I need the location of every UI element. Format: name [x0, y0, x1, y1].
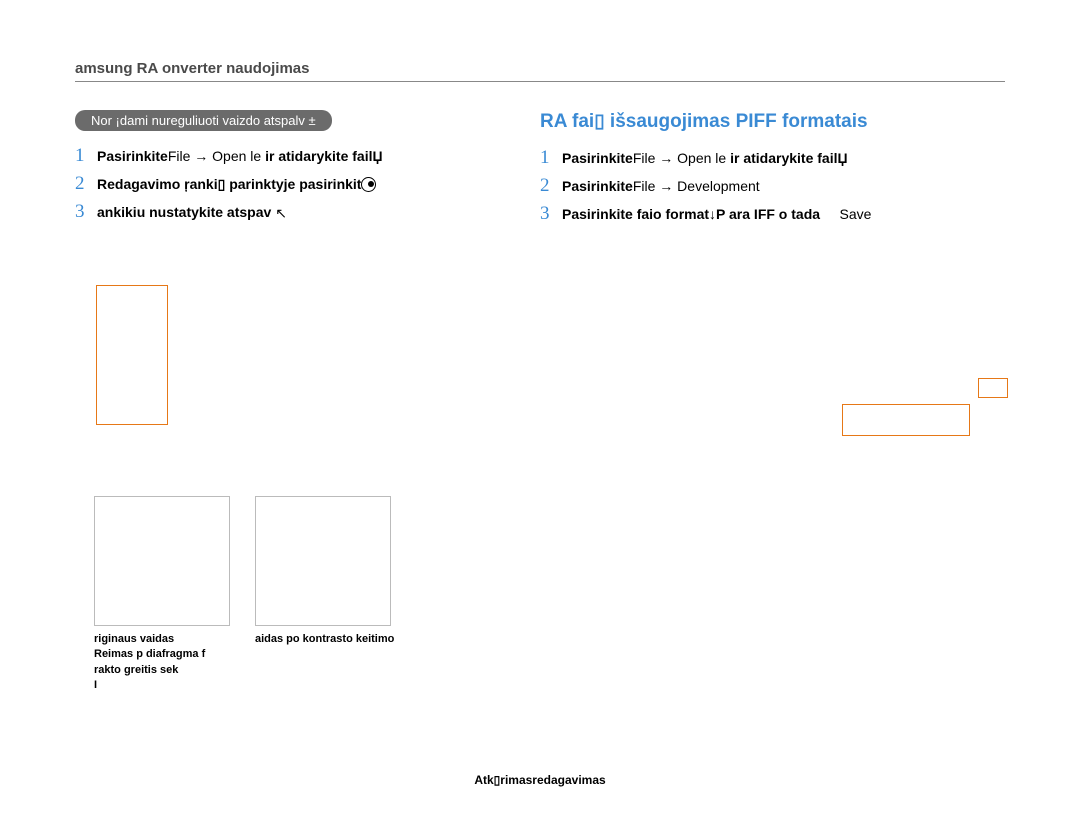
- step-row: 2 PasirinkiteFile → Development: [540, 175, 1005, 197]
- step-text: Pasirinkite faio format↓P ara IFF o tada…: [562, 204, 871, 225]
- caption-line: I: [94, 678, 254, 693]
- section-pill: Nor ¡dami nureguliuoti vaizdo atspalv ±: [75, 110, 332, 131]
- image-caption-original: riginaus vaidas Reimas p diafragma f rak…: [94, 632, 254, 694]
- step-label: Pasirinkite faio format↓P ara IFF o tada: [562, 206, 820, 222]
- step-text: ankikiu nustatykite atspav ↖: [97, 202, 287, 224]
- step-label: Redagavimo ŗanki▯ parinktyje pasirinkit: [97, 176, 361, 192]
- step-menu-path: File → Open le: [168, 148, 265, 164]
- arrow-icon: ↖: [275, 203, 287, 224]
- step-number: 2: [540, 175, 562, 197]
- step-text: PasirinkiteFile → Development: [562, 176, 760, 197]
- page-header: amsung RA onverter naudojimas: [75, 60, 1005, 82]
- step-menu-path: File → Open le: [633, 150, 730, 166]
- caption-line: Reimas p diafragma f: [94, 647, 254, 662]
- highlight-box: [978, 378, 1008, 398]
- step-text: Redagavimo ŗanki▯ parinktyje pasirinkit: [97, 174, 376, 195]
- step-label: Pasirinkite: [562, 178, 633, 194]
- content-columns: Nor ¡dami nureguliuoti vaizdo atspalv ± …: [75, 110, 1005, 231]
- image-placeholder-original: [94, 496, 230, 626]
- tool-icon: [361, 177, 376, 192]
- page-footer: Atk▯rimasredagavimas: [0, 773, 1080, 787]
- step-label: Pasirinkite: [97, 148, 168, 164]
- step-number: 1: [540, 147, 562, 169]
- highlight-box: [96, 285, 168, 425]
- step-text: PasirinkiteFile → Open le ir atidarykite…: [97, 146, 383, 167]
- caption-line: rakto greitis sek: [94, 663, 254, 678]
- step-text: PasirinkiteFile → Open le ir atidarykite…: [562, 148, 848, 169]
- step-number: 1: [75, 145, 97, 167]
- image-caption-modified: aidas po kontrasto keitimo: [255, 632, 455, 647]
- page: amsung RA onverter naudojimas Nor ¡dami …: [0, 0, 1080, 231]
- step-menu-path: File →: [633, 178, 677, 194]
- right-column: RA fai▯ išsaugojimas PIFF formatais 1 Pa…: [540, 110, 1005, 231]
- section-title: RA fai▯ išsaugojimas PIFF formatais: [540, 110, 1005, 133]
- step-row: 2 Redagavimo ŗanki▯ parinktyje pasirinki…: [75, 173, 510, 195]
- step-number: 3: [75, 201, 97, 223]
- step-row: 1 PasirinkiteFile → Open le ir atidaryki…: [75, 145, 510, 167]
- image-placeholder-modified: [255, 496, 391, 626]
- step-row: 3 ankikiu nustatykite atspav ↖: [75, 201, 510, 224]
- step-label: ankikiu nustatykite atspav: [97, 204, 275, 220]
- step-row: 3 Pasirinkite faio format↓P ara IFF o ta…: [540, 203, 1005, 225]
- step-number: 2: [75, 173, 97, 195]
- highlight-box: [842, 404, 970, 436]
- step-action: Save: [840, 206, 872, 222]
- step-number: 3: [540, 203, 562, 225]
- step-suffix: ir atidarykite failЏ: [730, 150, 847, 166]
- step-suffix: Development: [677, 178, 760, 194]
- step-label: Pasirinkite: [562, 150, 633, 166]
- step-row: 1 PasirinkiteFile → Open le ir atidaryki…: [540, 147, 1005, 169]
- left-column: Nor ¡dami nureguliuoti vaizdo atspalv ± …: [75, 110, 540, 231]
- step-suffix: ir atidarykite failЏ: [265, 148, 382, 164]
- caption-line: riginaus vaidas: [94, 632, 254, 647]
